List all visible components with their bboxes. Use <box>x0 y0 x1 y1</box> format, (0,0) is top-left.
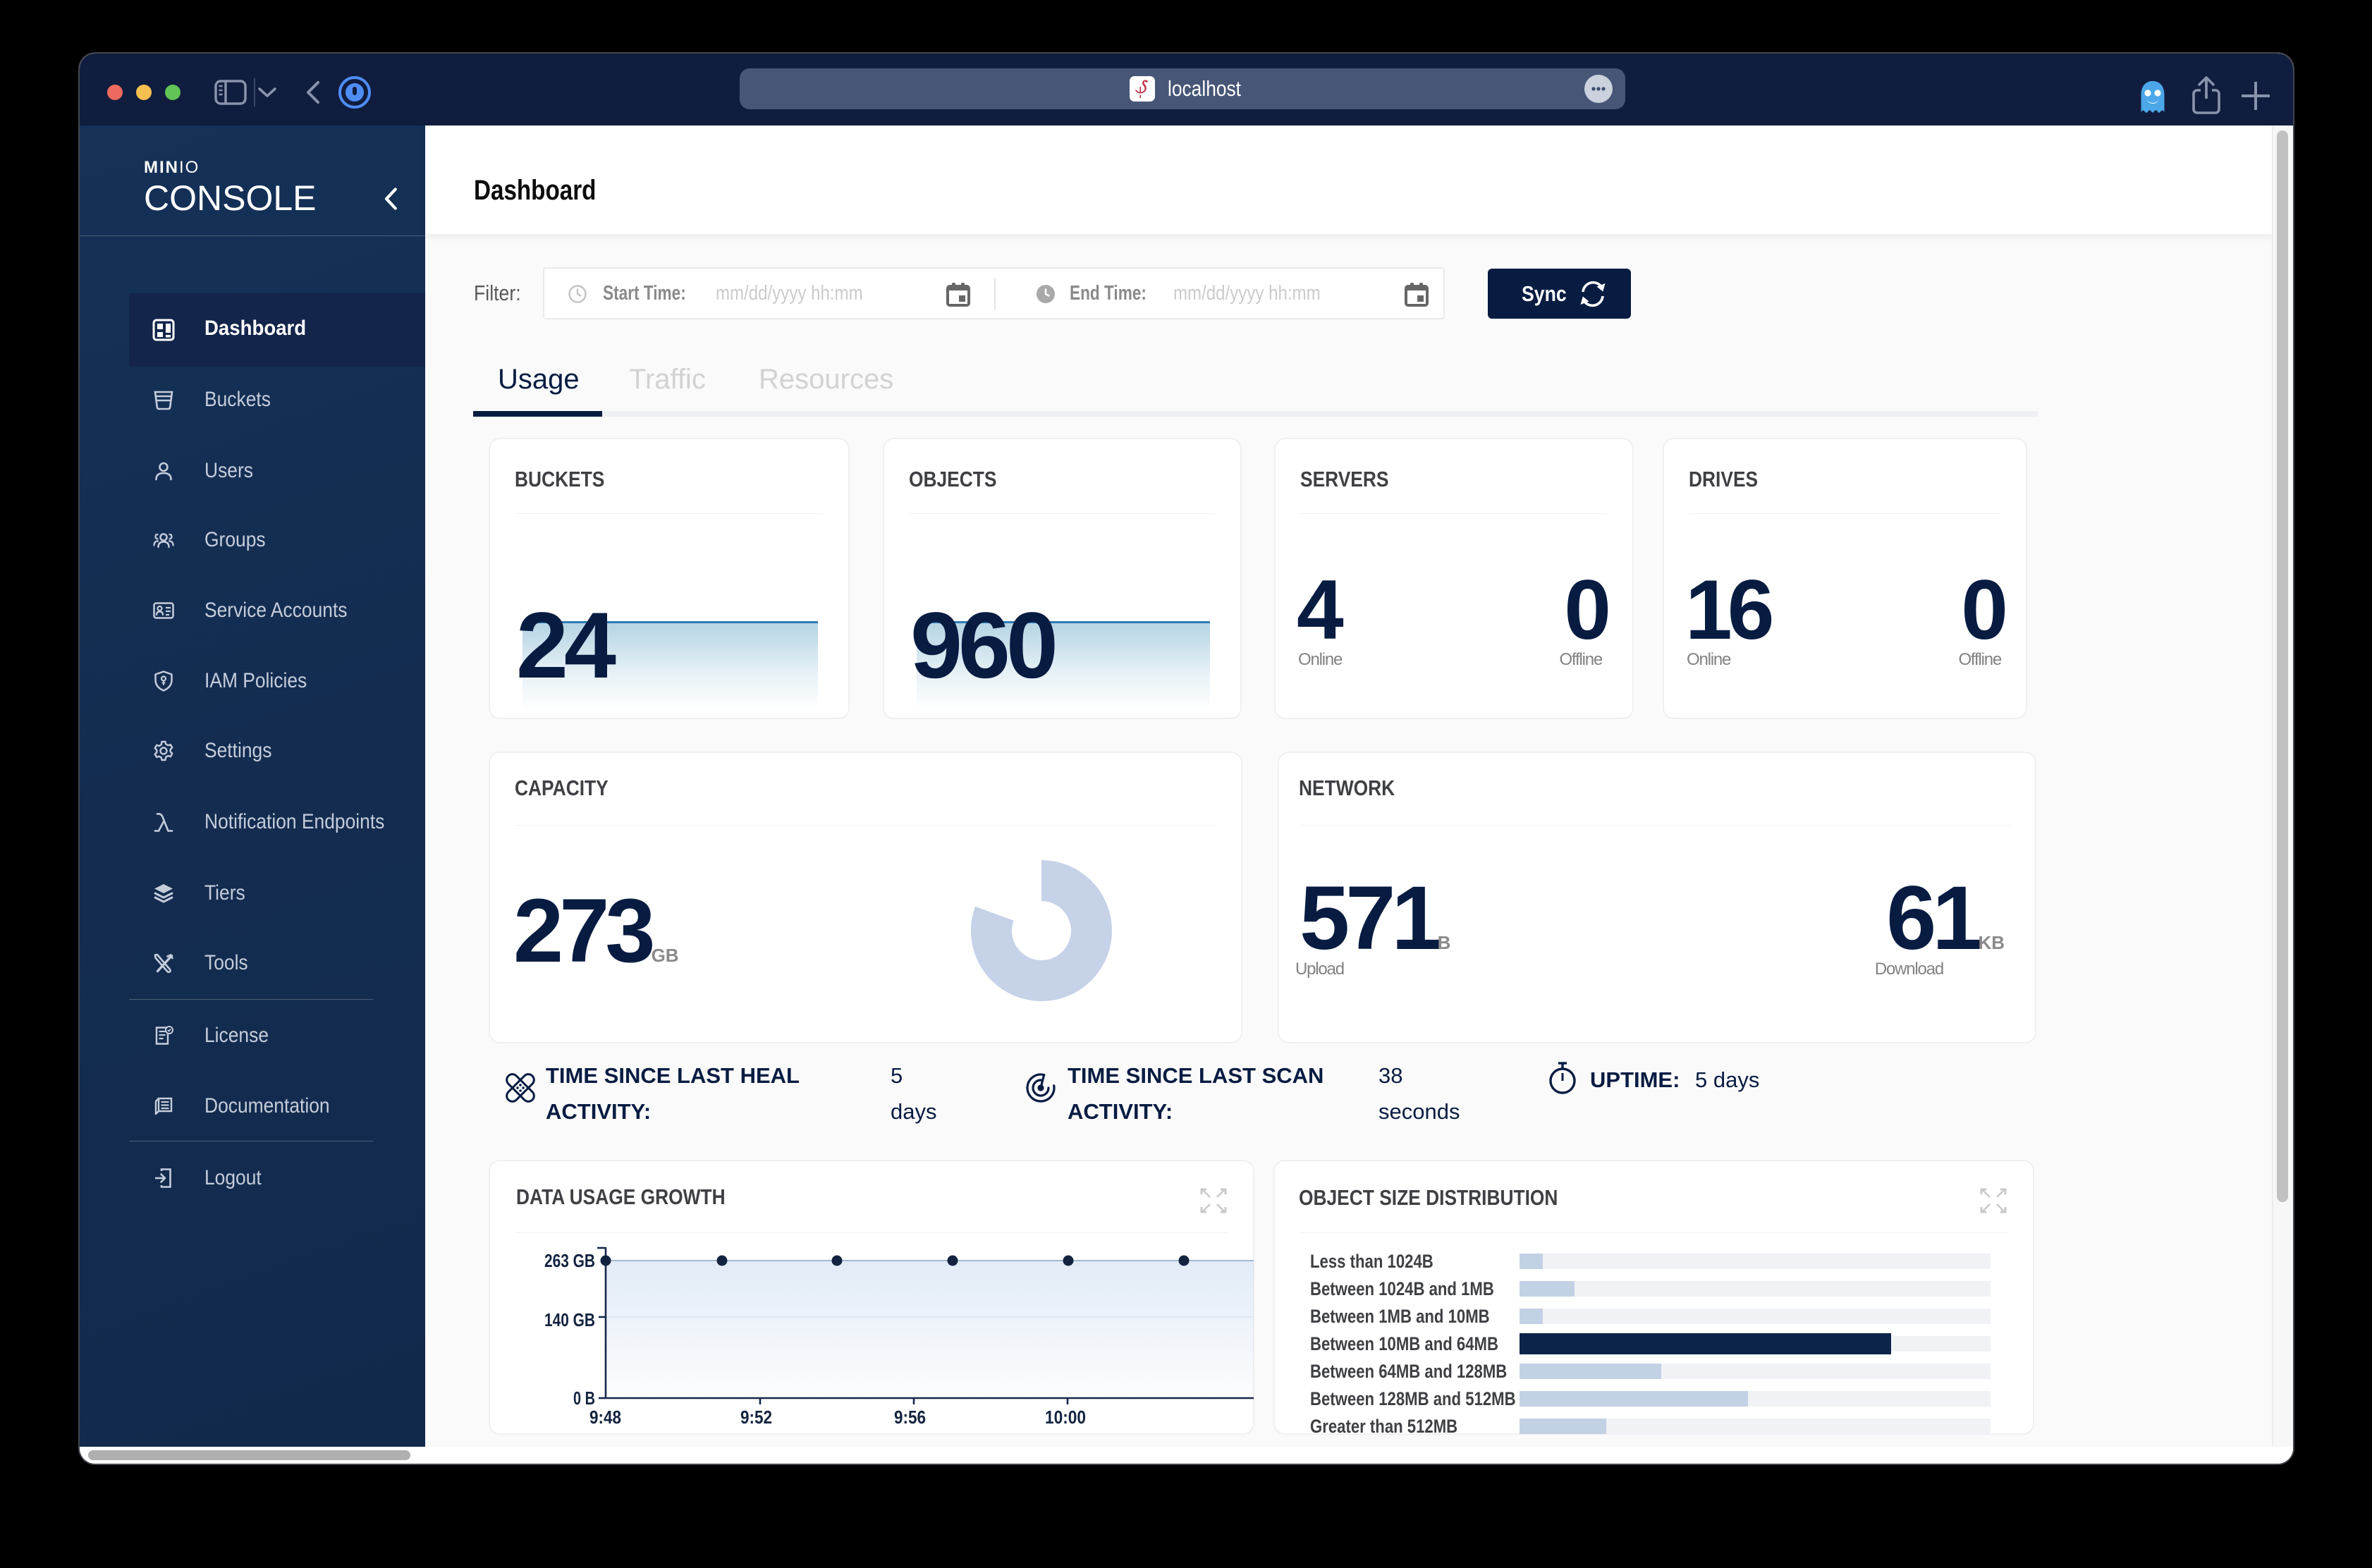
svg-text:9:48: 9:48 <box>589 1407 621 1428</box>
svg-text:263 GB: 263 GB <box>544 1250 595 1271</box>
svg-text:140 GB: 140 GB <box>544 1309 595 1330</box>
svg-text:10:00: 10:00 <box>1045 1407 1086 1428</box>
svg-text:9:56: 9:56 <box>894 1407 926 1428</box>
svg-text:9:52: 9:52 <box>740 1407 772 1428</box>
svg-text:0 B: 0 B <box>573 1388 595 1409</box>
